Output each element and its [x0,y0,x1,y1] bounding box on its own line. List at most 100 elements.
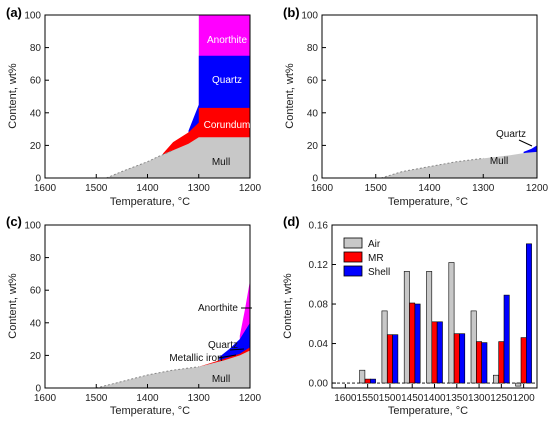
y-tick-label-b-100: 100 [301,11,318,22]
quartz-label-a: Quartz [212,75,242,86]
panel-b-x-axis-title: Temperature, °C [388,196,468,208]
quartz-pointer-b [518,139,533,147]
panel-d: 1600 1550 1500 1450 1400 1350 1300 1250 1200 0.00… [282,214,538,417]
anorthite-label-c: Anorthite [198,303,238,314]
x-tick-label-d-1600: 1600 [334,393,357,404]
area-mull-a [106,137,250,178]
panel-a: 1600 1500 1400 1300 1200 0 20 40 60 80 100 (a) Tem… [6,5,262,208]
bar-air-1500 [381,310,388,384]
y-tick-label-d-0.00: 0.00 [309,379,329,390]
plot-frame-b [321,14,538,179]
panel-c: 1600 1500 1400 1300 1200 0 20 40 60 80 100 (c) Tem… [6,214,262,417]
y-tick-label-c-0: 0 [35,384,41,395]
x-tick-label-a-1600: 1600 [34,183,57,194]
y-tick-label-d-0.04: 0.04 [309,339,329,350]
bar-shell-1200 [525,243,532,384]
x-tick-label-a-1200: 1200 [239,183,262,194]
x-tick-label-a-1300: 1300 [188,183,211,194]
y-tick-label-b-40: 40 [307,108,319,119]
bar-air-1350 [448,262,455,384]
bar-mr-1500 [386,334,393,384]
bar-air-1200 [515,382,522,387]
bar-mr-1550 [364,378,371,384]
y-tick-label-b-0: 0 [312,174,318,185]
x-tick-label-d-1550: 1550 [357,393,380,404]
bar-mr-1350 [453,333,460,384]
bar-air-1250 [492,374,499,384]
mull-dotted-boundary-b [380,157,484,179]
metallic-iron-label-c: Metallic iron [169,353,222,364]
panel-a-y-axis-title: Content, wt% [7,63,19,129]
bar-mr-1400 [431,321,438,384]
x-tick-label-c-1200: 1200 [239,393,262,404]
x-tick-label-d-1300: 1300 [468,393,491,404]
panel-c-x-axis-title: Temperature, °C [110,405,190,417]
area-mull-c [96,350,250,388]
x-tick-label-b-1500: 1500 [365,183,388,194]
x-tick-label-b-1200: 1200 [526,183,549,194]
x-tick-label-d-1200: 1200 [513,393,536,404]
panel-c-label: (c) [6,214,22,229]
x-tick-label-b-1600: 1600 [311,183,334,194]
y-tick-label-a-0: 0 [35,174,41,185]
bar-air-1450 [403,271,410,384]
bar-air-1300 [470,310,477,384]
y-tick-label-c-80: 80 [30,253,42,264]
bar-shell-1400 [436,321,443,384]
bar-shell-1250 [503,294,510,384]
panel-b-label: (b) [283,5,300,20]
x-tick-label-d-1400: 1400 [423,393,446,404]
y-tick-label-d-0.16: 0.16 [309,221,329,232]
x-tick-label-c-1500: 1500 [85,393,108,404]
panel-b: 1600 1500 1400 1300 1200 0 20 40 60 80 100 (b) Tem… [283,5,549,208]
panel-d-label: (d) [283,214,300,229]
bar-mr-1300 [476,341,482,384]
panel-b-plot-area: 1600 1500 1400 1300 1200 0 20 40 60 80 100 [301,11,548,195]
area-mull-b [381,151,537,178]
x-tick-label-c-1600: 1600 [34,393,57,404]
x-tick-label-b-1400: 1400 [418,183,441,194]
panel-d-plot-area: 1600 1550 1500 1450 1400 1350 1300 1250 1200 0.00… [309,221,538,404]
bar-mr-1450 [409,302,416,384]
x-tick-label-b-1300: 1300 [472,183,495,194]
x-tick-label-a-1400: 1400 [136,183,159,194]
corundum-label-a: Corundum [204,120,251,131]
y-tick-label-a-100: 100 [24,11,41,22]
panel-d-y-axis-title: Content, wt% [282,273,294,339]
y-tick-label-a-40: 40 [30,108,42,119]
y-tick-label-b-20: 20 [307,141,319,152]
y-tick-label-a-60: 60 [30,76,42,87]
x-tick-label-c-1400: 1400 [136,393,159,404]
metallic-iron-pointer-c [217,354,237,359]
mull-label-c: Mull [212,374,230,385]
quartz-label-c: Quartz [208,340,238,351]
bar-shell-1450 [414,303,421,384]
quartz-pointer-c [229,348,245,351]
mull-label-b: Mull [490,156,508,167]
legend-swatch-air [343,237,363,249]
mull-label-a: Mull [212,157,230,168]
panel-d-legend: Air MR Shell [343,237,390,278]
x-tick-label-d-1450: 1450 [401,393,424,404]
y-tick-label-a-80: 80 [30,43,42,54]
bar-shell-1500 [392,334,399,384]
x-tick-label-d-1500: 1500 [379,393,402,404]
x-tick-label-c-1300: 1300 [188,393,211,404]
bar-air-1400 [426,271,433,384]
bar-air-1550 [359,369,366,384]
y-tick-label-c-60: 60 [30,286,42,297]
y-tick-label-a-20: 20 [30,141,42,152]
panel-d-x-axis-title: Temperature, °C [388,405,468,417]
legend-label-mr: MR [368,253,384,264]
anorthite-label-a: Anorthite [207,35,247,46]
y-tick-label-c-100: 100 [24,221,41,232]
mull-dotted-boundary-a [106,149,174,179]
x-tick-label-d-1350: 1350 [446,393,469,404]
y-tick-label-b-60: 60 [307,76,319,87]
bar-mr-1200 [520,337,527,384]
legend-label-shell: Shell [368,267,390,278]
panel-b-y-axis-title: Content, wt% [284,63,296,129]
panel-c-plot-area: 1600 1500 1400 1300 1200 0 20 40 60 80 100 [24,221,261,405]
